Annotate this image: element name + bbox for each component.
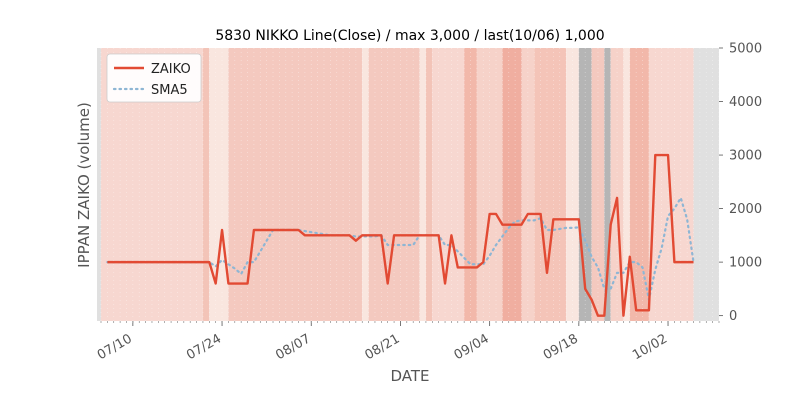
- series-line-zaiko: [107, 153, 694, 317]
- chart-title: 5830 NIKKO Line(Close) / max 3,000 / las…: [215, 28, 604, 44]
- x-tick-label: 08/21: [362, 331, 402, 363]
- x-axis: 07/10 07/24 08/07 08/21 09/04 09/18 10/02: [95, 321, 720, 363]
- y-tick-label: 2000: [729, 202, 762, 217]
- background-band: [623, 48, 630, 321]
- background-band: [425, 48, 433, 321]
- background-band: [419, 48, 426, 321]
- background-band: [464, 48, 477, 321]
- y-tick-label: 3000: [729, 149, 762, 164]
- background-band: [566, 48, 579, 321]
- x-tick-label: 08/07: [273, 331, 313, 363]
- y-tick-label: 0: [729, 309, 737, 324]
- background-band: [202, 48, 210, 321]
- background-band: [368, 48, 420, 321]
- background-band: [362, 48, 369, 321]
- background-band: [534, 48, 567, 321]
- x-tick-label: 09/04: [452, 331, 492, 363]
- y-axis: 0 1000 2000 3000 4000 5000: [719, 42, 762, 324]
- legend-label-zaiko: ZAIKO: [151, 62, 191, 77]
- background-band: [648, 48, 694, 321]
- series-layer: [106, 153, 695, 317]
- background-band: [228, 48, 363, 321]
- background-band: [502, 48, 522, 321]
- background-band: [629, 48, 649, 321]
- y-axis-label: IPPAN ZAIKO (volume): [75, 102, 93, 268]
- background-band: [591, 48, 605, 321]
- background-band: [521, 48, 535, 321]
- background-band: [604, 48, 611, 321]
- legend-label-sma5: SMA5: [151, 83, 188, 98]
- x-tick-label: 07/24: [184, 331, 224, 363]
- y-tick-label: 5000: [729, 42, 762, 57]
- x-axis-label: DATE: [390, 367, 429, 385]
- y-tick-label: 4000: [729, 95, 762, 110]
- x-tick-label: 10/02: [630, 331, 670, 363]
- x-tick-label: 09/18: [541, 331, 581, 363]
- legend: ZAIKO SMA5: [106, 53, 202, 103]
- background-band: [476, 48, 503, 321]
- background-band: [432, 48, 465, 321]
- x-tick-label: 07/10: [95, 331, 135, 363]
- y-tick-label: 1000: [729, 256, 762, 271]
- background-band: [97, 48, 101, 321]
- background-band: [693, 48, 719, 321]
- background-band: [209, 48, 229, 321]
